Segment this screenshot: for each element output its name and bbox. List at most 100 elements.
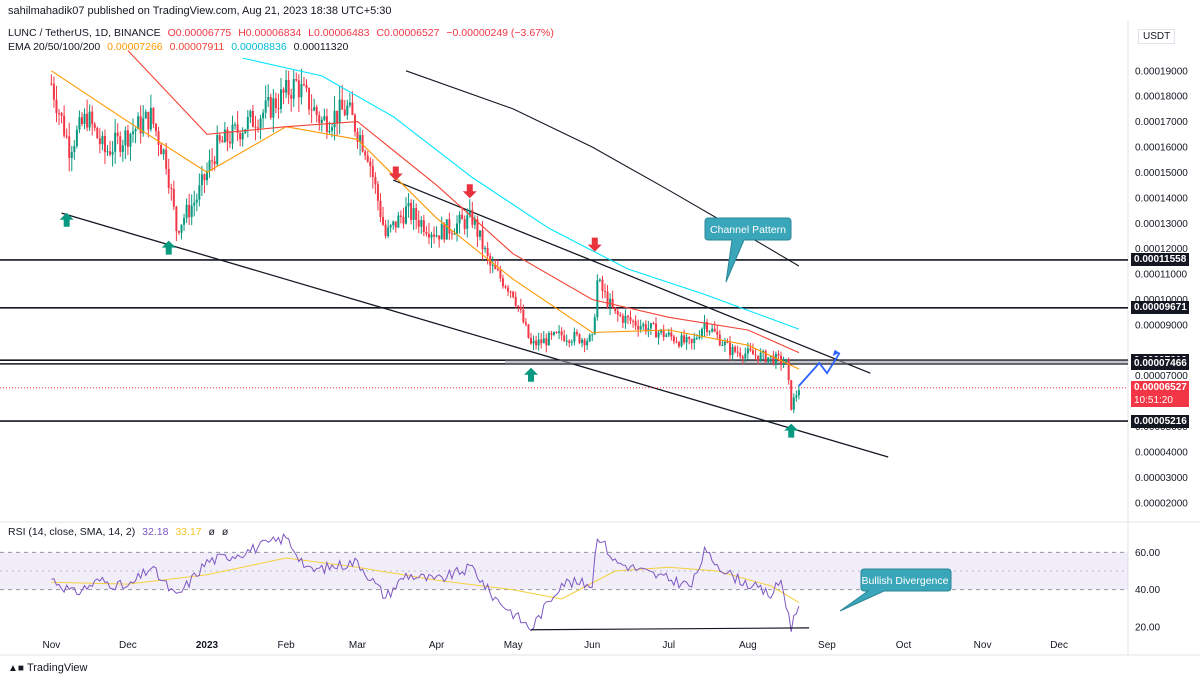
candle-body [443,224,446,240]
candle-body [545,338,548,346]
candle-body [496,268,499,271]
currency-button[interactable]: USDT [1138,29,1176,44]
candle-body [680,335,683,347]
candle-body [782,363,785,365]
candle-body [366,155,369,162]
candle-body [336,110,339,123]
candle-body [239,132,242,140]
candle-body [195,199,198,203]
horizontal-levels [0,259,1128,422]
bullish-divergence-callout: Bullish Divergence [839,568,952,612]
ema-label[interactable]: EMA 20/50/100/200 [8,41,101,53]
symbol-name[interactable]: LUNC / TetherUS, 1D, BINANCE [8,27,161,39]
candle-body [160,144,163,155]
candle-body [297,80,300,98]
candle-body [657,332,660,338]
candle-body [711,328,714,332]
candle-body [601,279,604,291]
ema-line-ema50 [127,50,800,354]
price-axis[interactable]: 0.00019000 0.00018000 0.00017000 0.00016000… [1135,66,1188,509]
candle-body [565,340,568,342]
candle-body [649,323,652,329]
candle-body [139,116,142,134]
candle-body [606,291,609,307]
candle-body [73,146,76,153]
candle-body [456,223,459,234]
candle-body [484,247,487,250]
candle-body [234,124,237,126]
candle-body [279,89,282,109]
candle-body [759,352,762,361]
candle-body [318,114,321,123]
candle-body [629,317,632,321]
candle-body [338,99,341,123]
candle-body [251,111,254,127]
candles [50,68,800,414]
candle-body [527,324,530,338]
candle-body [277,108,280,110]
candle-body [382,217,385,225]
candle-body [302,84,305,86]
candle-body [772,355,775,365]
candle-body [550,333,553,335]
candle-body [723,341,726,345]
candle-body [58,113,61,115]
candle-body [463,219,466,229]
candle-body [450,233,453,235]
candle-body [101,135,104,145]
ema-line-ema20 [51,70,800,370]
candle-body [96,127,99,139]
level-price-label: 0.00005216 [1131,414,1189,428]
candle-body [603,290,606,292]
candle-body [685,337,688,343]
candle-body [371,166,374,177]
candle-body [394,221,397,228]
candle-body [226,129,229,142]
candle-body [665,335,668,337]
candle-body [501,278,504,287]
candle-body [404,206,407,224]
candle-body [614,307,617,312]
candle-body [647,328,650,332]
candle-body [639,326,642,330]
candle-body [126,130,129,147]
candle-body [530,337,533,344]
candle-body [478,230,481,237]
candle-body [736,351,739,353]
candle-body [392,221,395,226]
candle-body [369,161,372,167]
time-axis[interactable]: Nov Dec 2023 Feb Mar Apr May Jun Jul Aug Sep Oct Nov… [42,640,1068,651]
rsi-label[interactable]: RSI (14, close, SMA, 14, 2) [8,526,136,538]
candle-body [420,220,423,227]
tradingview-logo[interactable]: ▲■ TradingView [8,662,87,674]
candle-body [282,89,285,93]
candle-body [626,315,629,318]
price-tick-label: 0.00011000 [1135,270,1188,281]
bullish-divergence-label: Bullish Divergence [862,575,949,587]
rsi-axis[interactable]: 60.00 40.00 20.00 [1135,548,1160,634]
candle-body [777,354,780,356]
arrow-down-icon [388,166,403,181]
candle-body [384,224,387,237]
candle-body [185,204,188,219]
candle-body [468,209,471,216]
candle-body [359,135,362,142]
candle-body [662,329,665,337]
candle-body [688,337,691,339]
ema-line-ema200 [405,70,800,267]
candle-body [524,322,527,325]
rsi-value: 32.18 [142,526,169,538]
channel-pattern-label: Channel Pattern [710,224,786,236]
candle-body [540,339,543,344]
candle-body [706,322,709,332]
arrow-up-icon [161,240,176,255]
candle-body [726,341,729,343]
candle-body [790,380,793,410]
candle-body [542,338,545,344]
candle-body [132,131,135,134]
rsi-extra-1: ø [208,526,215,538]
candle-body [632,320,635,322]
channel-upper-line [392,179,871,374]
candle-body [672,336,675,342]
